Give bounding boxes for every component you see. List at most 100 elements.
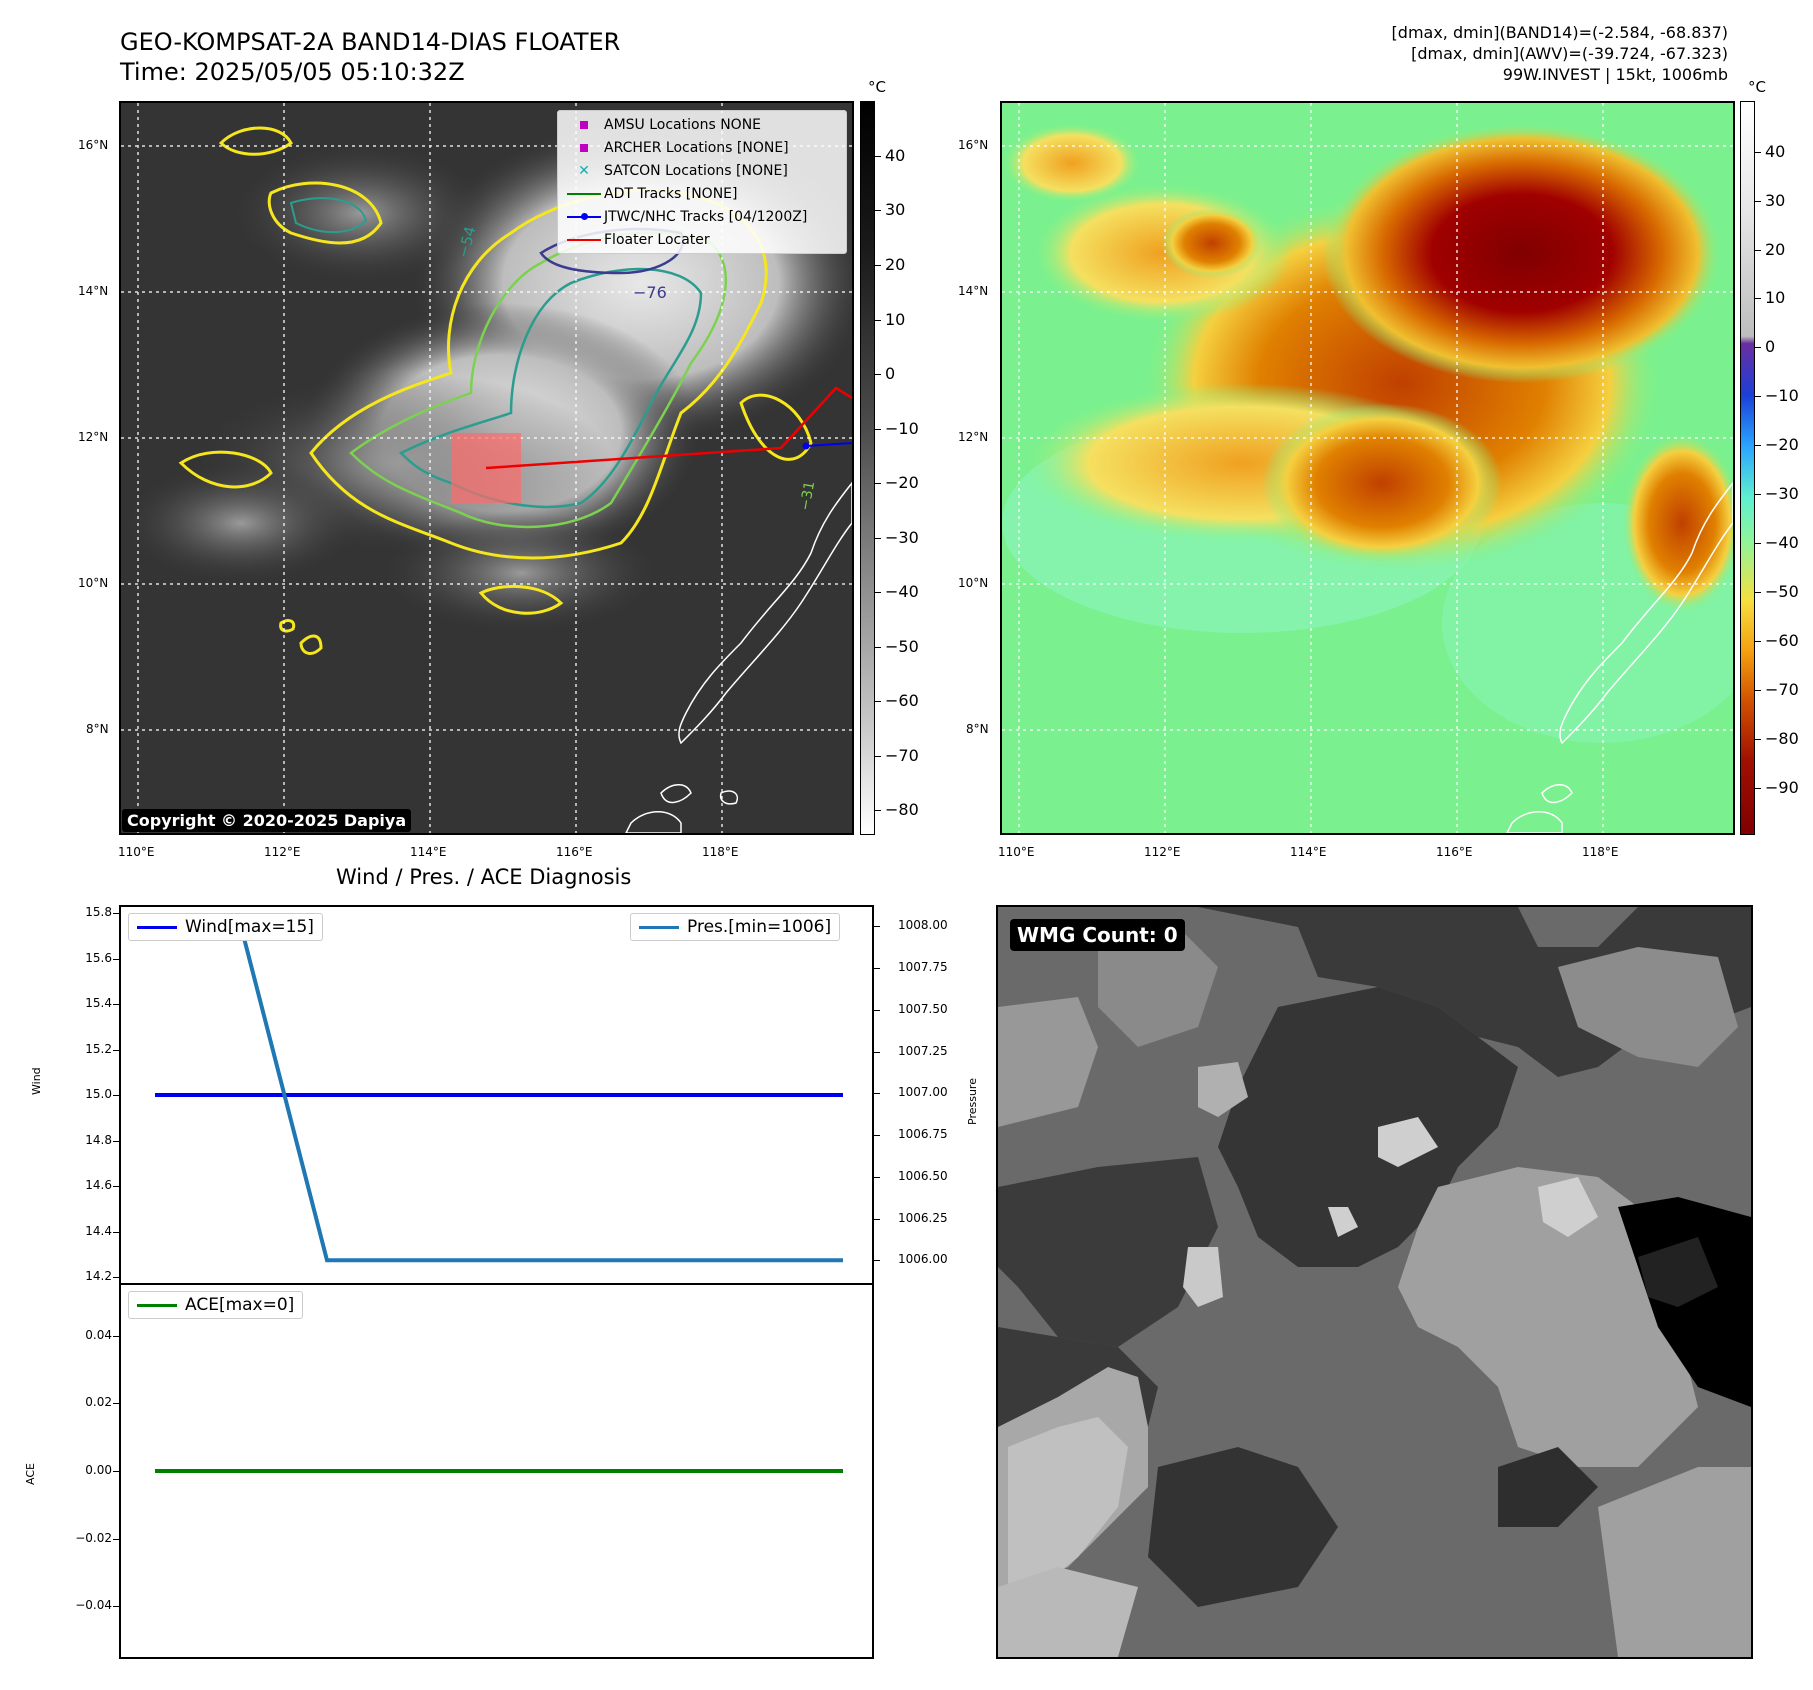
pressure-tick-label: 1007.25 [898,1043,948,1058]
ir-cbar-tick: 30 [874,200,906,219]
ir-cbar-tick: −80 [875,800,919,819]
line-icon [137,925,177,929]
info-line-1: [dmax, dmin](BAND14)=(-2.584, -68.837) [1391,23,1728,42]
lat-label: 12°N [78,430,109,444]
ace-tick-label: 0.00 [85,1463,112,1477]
wv-cbar-tick: −40 [1755,533,1799,552]
ace-tick-mark [113,1538,119,1540]
pressure-tick-mark [874,1135,880,1137]
wv-cbar-tick: −30 [1755,484,1799,503]
wv-cbar-tick: −80 [1755,729,1799,748]
wind-tick-label: 15.4 [85,996,112,1010]
pressure-tick-label: 1006.75 [898,1127,948,1142]
ir-cbar-tick: 0 [874,364,896,383]
lat-label: 16°N [78,138,109,152]
lat-label: 14°N [958,284,989,298]
info-line-3: 99W.INVEST | 15kt, 1006mb [1502,65,1728,84]
ir-legend: AMSU Locations NONE ARCHER Locations [NO… [557,110,847,254]
wind-tick-mark [113,1004,119,1005]
wind-tick-label: 15.2 [85,1041,112,1056]
pressure-tick-label: 1007.50 [898,1001,948,1016]
ace-tick-label: 0.04 [85,1327,112,1342]
contour-label: −76 [633,283,667,302]
diagnosis-title: Wind / Pres. / ACE Diagnosis [336,865,632,889]
wmg-imagery [998,907,1751,1657]
ir-cbar-tick: 20 [874,255,906,274]
lon-label: 118°E [702,845,739,859]
wv-colorbar-unit: °C [1748,78,1766,96]
copyright-badge: Copyright © 2020-2025 Dapiya [122,809,412,832]
wv-cbar-tick: −50 [1755,582,1799,601]
pressure-series-line [155,924,843,1263]
pressure-legend: Pres.[min=1006] [630,913,841,941]
line-icon [567,238,601,241]
wind-tick-mark [113,1140,119,1142]
ace-tick-label: −0.02 [75,1530,112,1545]
lat-label: 8°N [966,722,989,736]
wind-tick-mark [113,1277,119,1278]
legend-item-jtwc: JTWC/NHC Tracks [04/1200Z] [558,205,846,228]
ace-tick-mark [113,1471,119,1472]
x-icon: ✕ [578,162,590,179]
wind-tick-mark [113,913,119,914]
wmg-count-badge: WMG Count: 0 [1010,919,1185,951]
ace-tick-label: 0.02 [85,1395,112,1410]
wv-satellite-map [1000,101,1735,835]
ir-cbar-tick: 10 [874,310,906,329]
legend-item-floater: Floater Locater [558,228,846,251]
wv-cbar-tick: 30 [1754,191,1786,210]
ir-colorbar [860,101,875,835]
wv-cbar-tick: −90 [1755,778,1799,797]
pressure-tick-mark [874,1051,880,1053]
wv-cbar-tick: 0 [1754,337,1776,356]
ir-imagery [121,103,852,833]
pressure-tick-label: 1008.00 [898,918,948,933]
ir-cbar-tick: −10 [875,419,919,438]
wv-cbar-tick: 20 [1754,240,1786,259]
ace-tick-label: −0.04 [75,1598,112,1613]
pressure-tick-label: 1007.75 [898,960,948,975]
ace-tick-mark [113,1335,119,1337]
pressure-tick-mark [874,968,880,970]
lat-label: 12°N [958,430,989,444]
wv-colorbar [1740,101,1755,835]
pressure-tick-label: 1006.25 [898,1210,948,1225]
lon-label: 118°E [1582,845,1619,859]
legend-item-archer: ARCHER Locations [NONE] [558,136,846,159]
title-line-2: Time: 2025/05/05 05:10:32Z [120,58,465,86]
wv-cbar-tick: −20 [1755,435,1799,454]
wind-tick-mark [113,1186,119,1187]
pressure-tick-mark [874,1218,880,1220]
wind-tick-mark [113,958,119,960]
wv-cbar-tick: −70 [1755,680,1799,699]
ir-cbar-tick: −20 [875,473,919,492]
wind-tick-label: 15.6 [85,950,112,965]
info-line-2: [dmax, dmin](AWV)=(-39.724, -67.323) [1411,44,1728,63]
wind-tick-label: 14.4 [85,1223,112,1238]
ace-axis-label: ACE [24,1463,37,1485]
lon-label: 110°E [118,845,155,859]
wind-tick-mark [113,1049,119,1051]
line-icon [639,925,679,929]
wind-tick-label: 14.8 [85,1132,112,1147]
lat-label: 16°N [958,138,989,152]
ir-cbar-tick: −70 [875,746,919,765]
ir-cbar-tick: −60 [875,691,919,710]
pressure-tick-mark [874,1176,880,1178]
pressure-tick-label: 1006.00 [898,1252,948,1267]
lon-label: 110°E [998,845,1035,859]
ir-colorbar-unit: °C [868,78,886,96]
lat-label: 10°N [958,576,989,590]
ace-legend: ACE[max=0] [128,1291,304,1319]
title-line-1: GEO-KOMPSAT-2A BAND14-DIAS FLOATER [120,28,621,56]
pressure-tick-mark [874,1093,880,1095]
square-icon [580,143,588,152]
pressure-tick-mark [874,1260,880,1262]
wv-cbar-tick: 10 [1754,288,1786,307]
ir-cbar-tick: −40 [875,582,919,601]
wind-axis-label: Wind [30,1067,43,1095]
legend-item-amsu: AMSU Locations NONE [558,113,846,136]
lat-label: 8°N [86,722,109,736]
wind-pressure-chart [119,905,874,1285]
wv-cbar-tick: 40 [1754,142,1786,161]
